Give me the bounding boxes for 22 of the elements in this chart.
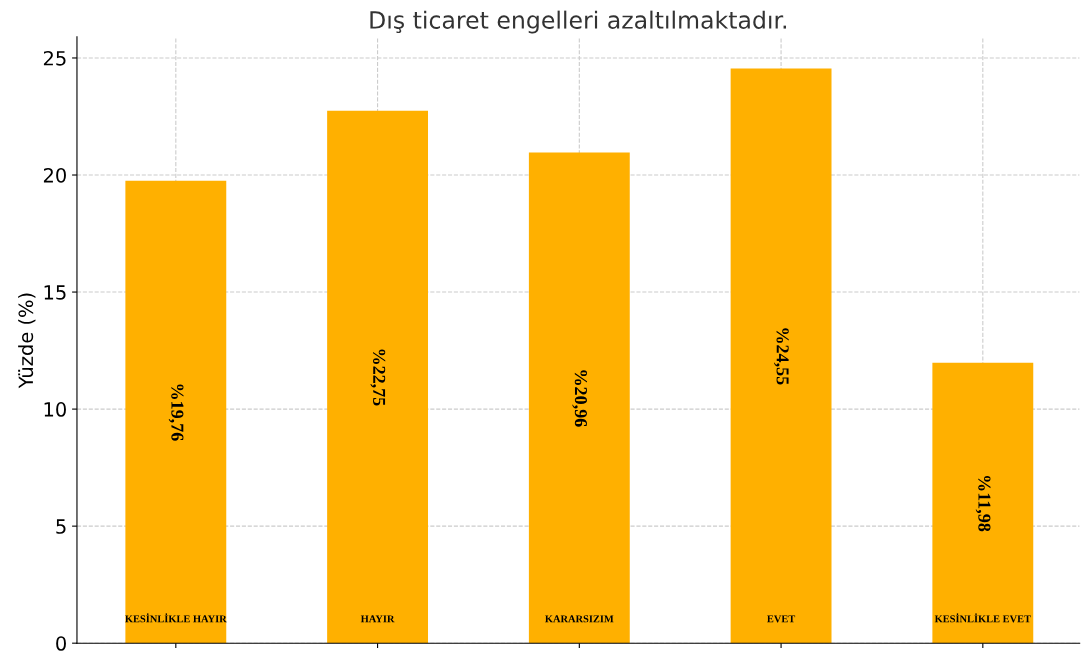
y-tick-label: 25 — [43, 50, 66, 66]
x-tick-label: HAYIR — [360, 615, 395, 623]
x-tick-label: EVET — [767, 615, 796, 623]
data-label: %22,75 — [370, 349, 386, 406]
bar — [932, 362, 1034, 644]
y-tick-label: 15 — [44, 285, 66, 300]
data-label: %19,76 — [168, 384, 184, 441]
y-axis-title: Yüzde (%) — [18, 293, 36, 389]
x-tick-label: KESİNLİKLE EVET — [934, 613, 1031, 623]
chart-title: Dış ticaret engelleri azaltılmaktadır. — [370, 10, 786, 34]
y-tick-label: 0 — [56, 636, 66, 651]
bar — [125, 180, 227, 644]
data-label: %20,96 — [572, 370, 587, 427]
x-tick-label: KARARSIZIM — [545, 615, 614, 623]
bar — [730, 68, 832, 644]
y-tick-label: 5 — [56, 519, 66, 534]
y-tick-label: 20 — [43, 167, 66, 183]
data-label: %11,98 — [975, 475, 991, 532]
bar — [327, 110, 429, 644]
y-tick-label: 10 — [44, 402, 66, 417]
data-label: %24,55 — [773, 328, 789, 385]
bar — [528, 152, 630, 644]
